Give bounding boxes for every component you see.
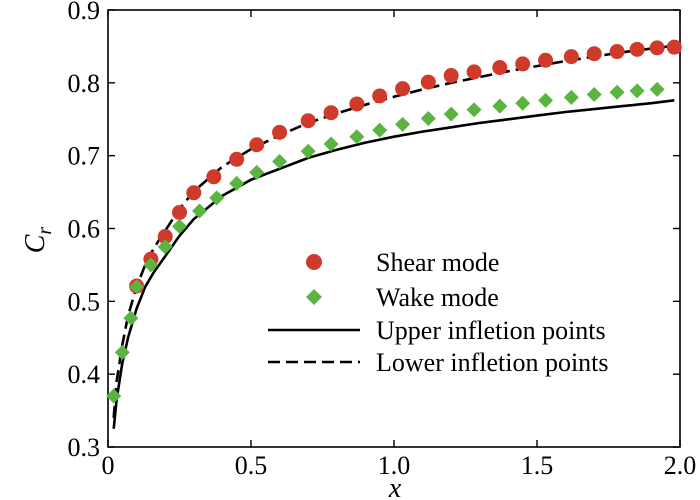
shear-mode-point [395, 81, 411, 97]
shear-mode-point [515, 56, 531, 72]
shear-mode-point [272, 124, 288, 140]
shear-mode-point [349, 96, 365, 112]
wake-mode-point [420, 111, 436, 127]
wake-mode-point [106, 388, 122, 404]
wake-mode-point [349, 129, 365, 145]
shear-mode-point [157, 229, 173, 245]
shear-mode-point [629, 41, 645, 57]
y-tick-label: 0.7 [68, 142, 101, 171]
ticks-layer: 0 0.5 1.0 1.5 2.0 0.3 0.4 0.5 0.6 0.7 0.8 0.9 [68, 0, 697, 480]
x-tick-label: 2.0 [664, 451, 697, 480]
shear-mode-point [649, 40, 665, 56]
shear-mode-point [300, 113, 316, 129]
shear-mode-point [420, 74, 436, 90]
y-tick-label: 0.3 [68, 433, 101, 462]
wake-mode-point [172, 218, 187, 234]
wake-mode-point [114, 344, 130, 360]
wake-mode-point [443, 106, 459, 122]
plot-area-border [107, 9, 681, 448]
legend-label-upper-infletion-points: Upper infletion points [376, 316, 606, 345]
y-tick-label: 0.6 [68, 215, 101, 244]
shear-mode-point [186, 185, 202, 201]
wake-mode-point [538, 92, 554, 108]
wake-mode-point [586, 86, 602, 102]
y-axis-label-main: C [20, 234, 51, 253]
shear-mode-point [586, 46, 602, 62]
legend-label-shear-mode: Shear mode [376, 248, 499, 277]
legend-marker-wake-mode [306, 289, 322, 305]
shear-mode-point [563, 49, 579, 65]
wake-mode-point [649, 81, 665, 97]
plot-frame [107, 9, 681, 448]
y-tick-label: 0.5 [68, 287, 101, 316]
wake-mode-point [515, 95, 531, 111]
legend-label-wake-mode: Wake mode [376, 283, 499, 312]
shear-mode-point [538, 52, 554, 68]
wake-mode-point [323, 136, 339, 152]
x-tick-label: 1.0 [378, 451, 411, 480]
x-tick-label: 1.5 [521, 451, 554, 480]
legend: Shear mode Wake mode Upper infletion point… [268, 248, 609, 377]
series-layer [106, 39, 682, 429]
wake-mode-point [272, 153, 288, 169]
y-tick-label: 0.8 [68, 69, 101, 98]
wake-mode-point [609, 84, 625, 100]
wake-mode-point [192, 203, 208, 219]
wake-mode-point [249, 164, 265, 180]
y-axis-label-subscript: r [34, 227, 56, 235]
wake-mode-point [123, 310, 139, 326]
y-axis-label: Cr [20, 227, 56, 254]
shear-mode-point [443, 68, 459, 84]
wake-mode-point [372, 122, 388, 138]
x-axis-label: x [388, 473, 402, 500]
shear-mode-point [172, 204, 187, 220]
x-tick-label: 0.5 [235, 451, 268, 480]
shear-mode-point [609, 44, 625, 60]
wake-mode-point [300, 143, 316, 159]
wake-mode-point [229, 175, 245, 191]
shear-mode-point [372, 88, 388, 104]
wake-mode-point [395, 116, 411, 132]
y-tick-label: 0.9 [68, 0, 101, 25]
legend-label-lower-infletion-points: Lower infletion points [376, 348, 609, 377]
wake-mode-point [209, 190, 225, 206]
shear-mode-point [666, 39, 682, 55]
shear-mode-point [466, 64, 482, 80]
shear-mode-point [323, 105, 339, 121]
shear-mode-point [249, 137, 265, 153]
shear-mode-point [206, 169, 222, 185]
wake-mode-point [143, 257, 159, 273]
x-tick-label: 0 [102, 451, 115, 480]
wake-mode-point [629, 83, 645, 99]
shear-mode-point [229, 151, 245, 167]
shear-mode-point [492, 60, 508, 76]
wake-mode-point [157, 239, 173, 255]
y-tick-label: 0.4 [68, 360, 101, 389]
wake-mode-point [563, 89, 579, 105]
wake-mode-point [492, 98, 508, 114]
wake-mode-point [466, 102, 482, 118]
legend-marker-shear-mode [306, 254, 322, 270]
wake-mode-point [129, 279, 145, 295]
